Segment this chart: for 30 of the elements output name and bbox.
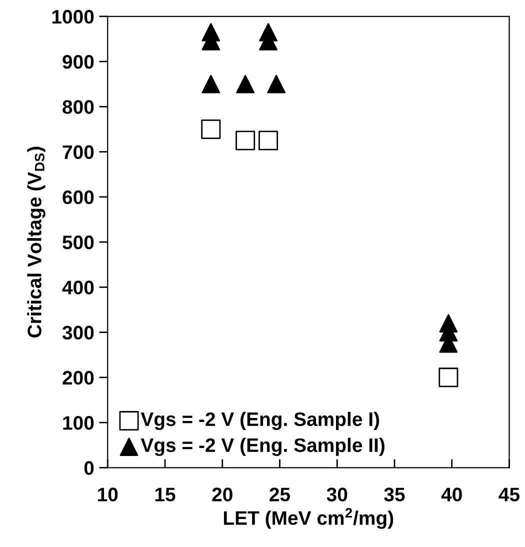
y-axis-title: Critical Voltage (V$_{DS}$) [27, 146, 46, 338]
legend-label: Vgs = -2 V (Eng. Sample II) [140, 438, 384, 456]
y-tick-label: 800 [62, 100, 94, 114]
y-tick-label: 700 [62, 145, 94, 160]
x-tick-label: 35 [384, 488, 405, 502]
y-tick-label: 200 [62, 370, 94, 385]
x-tick-label: 10 [98, 488, 118, 502]
y-tick-label: 1000 [52, 10, 94, 24]
y-tick-label: 100 [63, 416, 94, 430]
y-tick-label: 500 [62, 236, 94, 250]
y-tick-label: 900 [62, 55, 94, 69]
x-tick-label: 25 [270, 488, 290, 502]
x-tick-label: 15 [155, 488, 176, 502]
legend-label: Vgs = -2 V (Eng. Sample I) [140, 412, 380, 430]
x-tick-label: 45 [498, 488, 520, 502]
point [236, 74, 255, 94]
y-tick-label: 400 [62, 280, 94, 294]
point [267, 74, 286, 94]
point [236, 130, 256, 150]
x-axis-title: LET (MeV cm$^{2}$/mg) [224, 508, 394, 529]
point [258, 130, 278, 150]
x-tick-label: 40 [441, 488, 462, 502]
point [202, 74, 220, 94]
x-tick-label: 30 [326, 488, 348, 502]
x-tick-label: 20 [212, 488, 232, 502]
y-tick-label: 600 [62, 190, 94, 204]
point [201, 119, 221, 139]
point [438, 368, 458, 388]
y-tick-label: 300 [62, 326, 94, 340]
y-tick-label: 0 [84, 461, 94, 475]
